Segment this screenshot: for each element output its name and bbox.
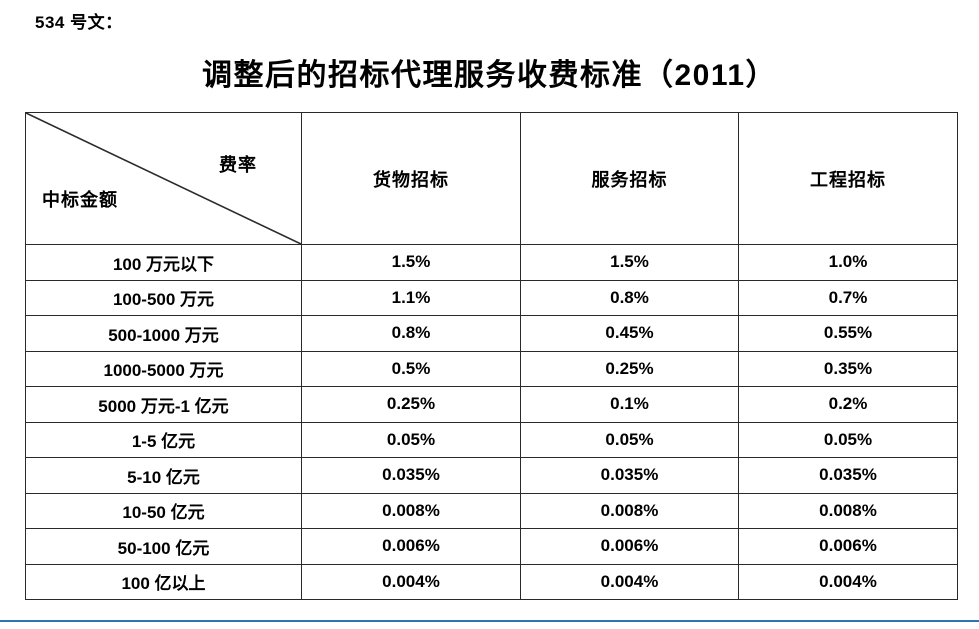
- rate-cell: 0.25%: [301, 386, 521, 423]
- rate-cell: 0.7%: [738, 279, 958, 316]
- corner-cell: 费率 中标金额: [25, 112, 302, 245]
- rate-cell: 0.1%: [520, 386, 739, 423]
- fee-rate-table: 费率 中标金额 货物招标 服务招标 工程招标 100 万元以下 1.5% 1.5…: [25, 112, 958, 600]
- row-label-cell: 100-500 万元: [25, 279, 302, 316]
- rate-cell: 0.035%: [301, 457, 521, 494]
- rate-cell: 0.004%: [301, 563, 521, 600]
- corner-label-fee-rate: 费率: [219, 155, 257, 175]
- column-header-engineering: 工程招标: [738, 112, 958, 245]
- bottom-blue-rule: [0, 620, 979, 622]
- rate-cell: 0.035%: [738, 457, 958, 494]
- rate-cell: 0.5%: [301, 350, 521, 387]
- row-label-cell: 1000-5000 万元: [25, 350, 302, 387]
- rate-cell: 0.008%: [738, 492, 958, 529]
- page-title: 调整后的招标代理服务收费标准（2011）: [201, 59, 778, 92]
- table-row: 100 亿以上 0.004% 0.004% 0.004%: [25, 563, 958, 600]
- rate-cell: 0.05%: [520, 421, 739, 458]
- table-row: 100 万元以下 1.5% 1.5% 1.0%: [25, 244, 958, 281]
- diagonal-line-icon: [26, 113, 301, 244]
- column-header-goods: 货物招标: [301, 112, 521, 245]
- rate-cell: 0.45%: [520, 315, 739, 352]
- rate-cell: 0.2%: [738, 386, 958, 423]
- rate-cell: 0.8%: [301, 315, 521, 352]
- row-label-cell: 5000 万元-1 亿元: [25, 386, 302, 423]
- table-row: 50-100 亿元 0.006% 0.006% 0.006%: [25, 528, 958, 565]
- header-row: 费率 中标金额 货物招标 服务招标 工程招标: [25, 112, 958, 245]
- table-row: 1-5 亿元 0.05% 0.05% 0.05%: [25, 421, 958, 458]
- rate-cell: 0.006%: [738, 528, 958, 565]
- rate-cell: 1.5%: [301, 244, 521, 281]
- rate-cell: 0.035%: [520, 457, 739, 494]
- rate-cell: 0.25%: [520, 350, 739, 387]
- corner-label-bid-amount: 中标金额: [42, 190, 118, 210]
- row-label-cell: 500-1000 万元: [25, 315, 302, 352]
- rate-cell: 0.35%: [738, 350, 958, 387]
- table-row: 100-500 万元 1.1% 0.8% 0.7%: [25, 279, 958, 316]
- doc-number-label: 534 号文：: [35, 13, 123, 32]
- table-row: 500-1000 万元 0.8% 0.45% 0.55%: [25, 315, 958, 352]
- row-label-cell: 100 万元以下: [25, 244, 302, 281]
- rate-cell: 0.008%: [520, 492, 739, 529]
- row-label-cell: 5-10 亿元: [25, 457, 302, 494]
- row-label-cell: 1-5 亿元: [25, 421, 302, 458]
- row-label-cell: 10-50 亿元: [25, 492, 302, 529]
- rate-cell: 0.004%: [520, 563, 739, 600]
- rate-cell: 0.004%: [738, 563, 958, 600]
- rate-cell: 1.1%: [301, 279, 521, 316]
- rate-cell: 0.008%: [301, 492, 521, 529]
- rate-cell: 0.006%: [520, 528, 739, 565]
- row-label-cell: 50-100 亿元: [25, 528, 302, 565]
- rate-cell: 0.05%: [301, 421, 521, 458]
- rate-cell: 0.55%: [738, 315, 958, 352]
- table-row: 1000-5000 万元 0.5% 0.25% 0.35%: [25, 350, 958, 387]
- rate-cell: 0.8%: [520, 279, 739, 316]
- rate-cell: 0.05%: [738, 421, 958, 458]
- rate-cell: 1.5%: [520, 244, 739, 281]
- table-row: 10-50 亿元 0.008% 0.008% 0.008%: [25, 492, 958, 529]
- table-row: 5-10 亿元 0.035% 0.035% 0.035%: [25, 457, 958, 494]
- column-header-services: 服务招标: [520, 112, 739, 245]
- rate-cell: 0.006%: [301, 528, 521, 565]
- table-row: 5000 万元-1 亿元 0.25% 0.1% 0.2%: [25, 386, 958, 423]
- row-label-cell: 100 亿以上: [25, 563, 302, 600]
- rate-cell: 1.0%: [738, 244, 958, 281]
